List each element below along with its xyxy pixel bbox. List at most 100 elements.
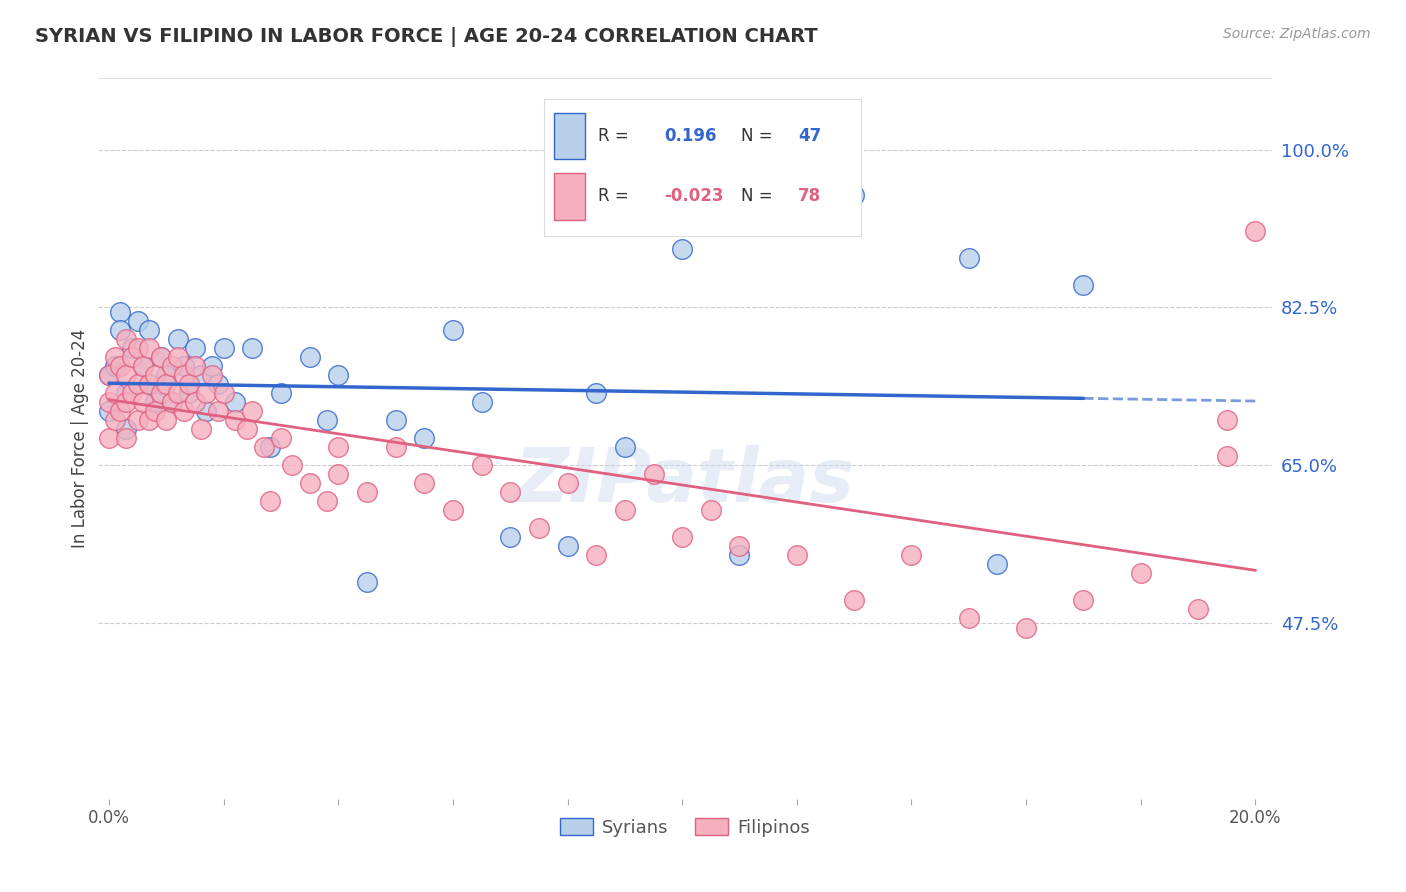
Point [166,350,188,364]
Point [149,350,172,364]
Point [98,431,121,445]
Point [986,558,1008,572]
Point [1073,277,1095,292]
Point [190,368,212,382]
Point [195,404,218,418]
Point [110,359,132,373]
Point [356,575,378,590]
Point [441,503,464,517]
Point [842,593,865,607]
Point [149,350,172,364]
Point [110,305,132,319]
Point [613,503,636,517]
Point [143,395,166,409]
Point [115,431,138,445]
Point [98,404,121,418]
Point [557,539,579,553]
Point [471,395,494,409]
Point [253,440,276,454]
Point [104,413,127,427]
Point [270,431,292,445]
Point [1073,593,1095,607]
Point [728,539,751,553]
Point [786,549,808,563]
Point [115,332,138,346]
Point [527,521,550,535]
Point [138,377,160,392]
Point [212,386,235,401]
Point [298,476,321,491]
Point [585,549,607,563]
Point [115,368,138,382]
Point [104,386,127,401]
Point [224,413,246,427]
Point [138,413,160,427]
Point [155,368,177,382]
Point [132,359,155,373]
Point [149,386,172,401]
Point [155,377,177,392]
Point [328,368,350,382]
Point [110,323,132,337]
Point [184,359,207,373]
Point [179,386,201,401]
Point [184,395,207,409]
Point [138,377,160,392]
Point [98,368,121,382]
Point [384,413,406,427]
Point [115,395,138,409]
Point [166,332,188,346]
Point [315,494,337,508]
Point [132,359,155,373]
Point [143,368,166,382]
Point [1215,449,1237,463]
Point [160,359,183,373]
Point [557,476,579,491]
Point [173,368,195,382]
Text: Source: ZipAtlas.com: Source: ZipAtlas.com [1223,27,1371,41]
Point [143,404,166,418]
Point [585,386,607,401]
Point [356,485,378,500]
Point [671,530,693,544]
Point [281,458,304,473]
Point [413,431,436,445]
Point [1187,602,1209,616]
Point [127,314,149,328]
Point [160,395,183,409]
Point [138,341,160,355]
Point [110,404,132,418]
Legend: Syrians, Filipinos: Syrians, Filipinos [553,811,817,844]
Point [224,395,246,409]
Point [328,440,350,454]
Point [160,395,183,409]
Point [184,341,207,355]
Point [1244,224,1267,238]
Point [173,404,195,418]
Point [328,467,350,482]
Point [104,359,127,373]
Point [98,395,121,409]
Point [700,503,723,517]
Point [240,341,263,355]
Point [1015,620,1038,634]
Point [298,350,321,364]
Point [643,467,665,482]
Point [190,422,212,436]
Point [127,377,149,392]
Point [127,413,149,427]
Point [728,549,751,563]
Point [173,359,195,373]
Point [957,251,980,265]
Point [499,530,522,544]
Point [1215,413,1237,427]
Point [121,386,143,401]
Point [499,485,522,500]
Point [207,377,229,392]
Point [471,458,494,473]
Point [240,404,263,418]
Point [671,242,693,256]
Point [179,377,201,392]
Y-axis label: In Labor Force | Age 20-24: In Labor Force | Age 20-24 [72,328,89,548]
Point [121,341,143,355]
